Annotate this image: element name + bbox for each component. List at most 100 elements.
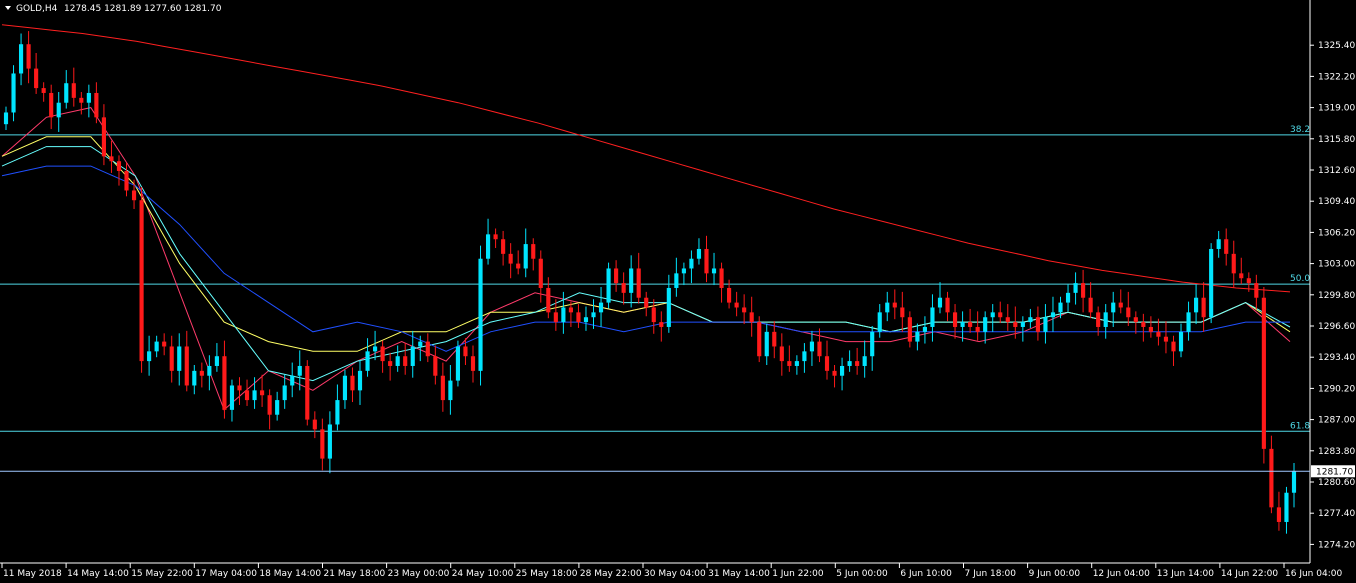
chevron-down-icon[interactable] bbox=[5, 6, 11, 10]
candle-body bbox=[1284, 492, 1289, 522]
candle bbox=[350, 367, 355, 403]
candle bbox=[109, 140, 114, 173]
price-tick-label: 1299.80 bbox=[1318, 291, 1355, 301]
time-tick-label: 13 Jun 14:00 bbox=[1157, 569, 1214, 579]
candle bbox=[764, 323, 769, 365]
time-tick-label: 9 Jun 00:00 bbox=[1029, 569, 1081, 579]
candle-body bbox=[764, 331, 769, 357]
candle bbox=[71, 67, 76, 107]
candle bbox=[591, 299, 596, 329]
candle bbox=[244, 379, 250, 406]
candle bbox=[86, 84, 91, 118]
candle-body bbox=[1133, 317, 1138, 323]
candle bbox=[1126, 291, 1131, 326]
candle bbox=[395, 345, 400, 372]
candle bbox=[192, 365, 197, 395]
candle bbox=[847, 350, 852, 372]
time-tick-label: 25 May 18:00 bbox=[516, 569, 578, 579]
candle-body bbox=[802, 351, 807, 362]
candle-body bbox=[162, 341, 167, 347]
candle-body bbox=[192, 370, 197, 386]
time-tick-label: 24 May 10:00 bbox=[452, 569, 514, 579]
candle-body bbox=[636, 268, 641, 298]
candle bbox=[64, 70, 69, 109]
candle-body bbox=[342, 375, 348, 401]
candle-body bbox=[403, 356, 408, 366]
candle bbox=[162, 333, 167, 356]
time-tick-label: 30 May 04:00 bbox=[644, 569, 706, 579]
price-tick-label: 1303.00 bbox=[1318, 260, 1355, 270]
candle bbox=[1088, 282, 1093, 319]
candle bbox=[252, 377, 257, 409]
candle bbox=[719, 262, 724, 303]
candle-body bbox=[531, 244, 536, 259]
candle bbox=[229, 379, 235, 422]
candle bbox=[1171, 335, 1176, 366]
candle-body bbox=[154, 341, 159, 352]
candle-body bbox=[252, 390, 257, 401]
candle-body bbox=[945, 297, 950, 313]
candle bbox=[312, 411, 317, 439]
chart-header: GOLD,H4 1278.45 1281.89 1277.60 1281.70 bbox=[5, 4, 222, 14]
candle-body bbox=[1216, 239, 1221, 249]
current-price-label: 1281.70 bbox=[1316, 467, 1353, 477]
candle-body bbox=[229, 385, 235, 410]
candle-body bbox=[824, 356, 830, 371]
time-tick-label: 18 May 14:00 bbox=[259, 569, 321, 579]
price-tick-label: 1280.60 bbox=[1318, 478, 1355, 488]
candle bbox=[516, 250, 521, 275]
candle bbox=[779, 333, 784, 376]
candle-body bbox=[147, 351, 152, 362]
candle-body bbox=[1239, 273, 1244, 279]
candle bbox=[696, 238, 702, 265]
candle bbox=[1201, 282, 1206, 332]
candle bbox=[817, 328, 822, 363]
candle-body bbox=[290, 375, 295, 386]
candle-body bbox=[380, 346, 385, 362]
candle bbox=[568, 301, 573, 327]
candle-body bbox=[734, 302, 739, 308]
candles bbox=[3, 31, 1297, 534]
candle bbox=[621, 272, 626, 305]
candle bbox=[290, 362, 295, 398]
candle bbox=[1254, 274, 1259, 310]
candle-body bbox=[1194, 297, 1199, 313]
candle bbox=[1163, 321, 1169, 354]
candle-body bbox=[719, 268, 724, 288]
candle bbox=[440, 362, 445, 412]
candle-body bbox=[629, 268, 634, 293]
candle bbox=[839, 357, 845, 391]
candle-body bbox=[704, 248, 709, 274]
candle-body bbox=[1065, 292, 1071, 303]
candle bbox=[1224, 228, 1229, 266]
candle-body bbox=[1111, 302, 1116, 313]
candle-body bbox=[1156, 331, 1161, 337]
candle bbox=[900, 291, 905, 332]
candle bbox=[704, 235, 709, 283]
candle bbox=[892, 289, 897, 320]
candle bbox=[478, 245, 483, 386]
current-price: 1281.70 bbox=[0, 465, 1355, 478]
candle bbox=[305, 360, 310, 426]
candle-body bbox=[937, 297, 943, 308]
candle-body bbox=[124, 170, 129, 191]
candle-body bbox=[1013, 322, 1018, 327]
candle bbox=[147, 335, 152, 376]
candle bbox=[1035, 306, 1040, 341]
candle bbox=[553, 299, 558, 331]
candle bbox=[388, 352, 393, 381]
candle-body bbox=[508, 253, 513, 264]
fibonacci-label: 50.0 bbox=[1290, 274, 1310, 284]
time-tick-label: 7 Jun 18:00 bbox=[965, 569, 1017, 579]
candle bbox=[463, 338, 468, 365]
candle bbox=[1058, 296, 1063, 319]
candle-body bbox=[885, 302, 890, 313]
candle-body bbox=[1073, 283, 1078, 293]
candle-body bbox=[598, 302, 604, 313]
candle-body bbox=[870, 331, 875, 357]
candle bbox=[267, 389, 272, 430]
candle-body bbox=[1028, 317, 1033, 323]
candle-body bbox=[41, 88, 46, 93]
candle-body bbox=[116, 161, 122, 171]
